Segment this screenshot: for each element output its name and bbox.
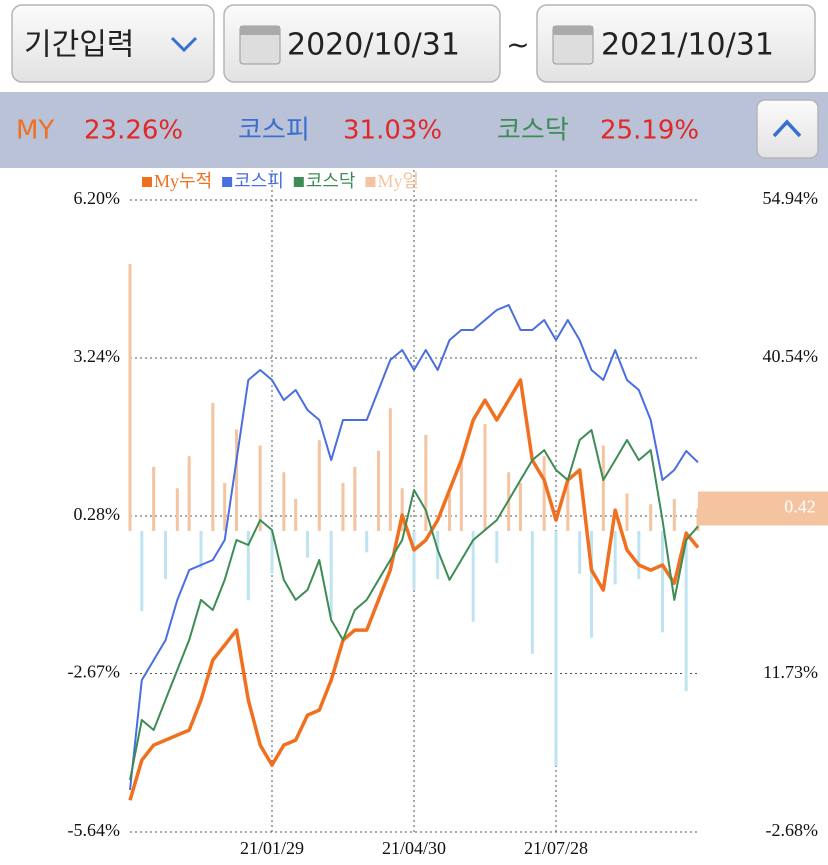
y2-tick-label: 11.73%: [763, 662, 818, 682]
calendar-icon-top: [553, 26, 593, 35]
series-line: [129, 429, 699, 781]
legend-label: 코스닥: [306, 171, 356, 191]
chart: -5.64% -2.67% 0.28% 3.24% 6.20% -2.68% 11.73% 4…: [68, 170, 828, 858]
x-tick-label: 21/04/30: [382, 838, 446, 858]
calendar-icon-top: [240, 26, 280, 35]
y2-tick-label: 54.94%: [763, 188, 819, 208]
legend-swatch: [142, 177, 152, 187]
end-date-button[interactable]: 2021/10/31: [536, 4, 816, 83]
start-date-button[interactable]: 2020/10/31: [223, 4, 501, 83]
daily-bar: [152, 466, 156, 531]
summary-name: MY: [16, 116, 54, 146]
summary-bar: [0, 92, 828, 168]
daily-bar: [175, 488, 179, 531]
x-tick-label: 21/01/29: [240, 838, 304, 858]
period-button[interactable]: 기간입력: [11, 4, 215, 83]
daily-bar: [424, 434, 428, 531]
daily-bar: [495, 530, 499, 563]
legend-label: 코스피: [234, 171, 284, 191]
summary-value: 25.19%: [600, 116, 699, 146]
daily-bar: [578, 530, 582, 574]
chevron: [170, 36, 198, 53]
y-tick-label: -2.67%: [68, 662, 121, 682]
button-bg: [756, 99, 819, 159]
daily-bar: [448, 493, 451, 531]
daily-bar: [471, 530, 475, 622]
daily-bar: [128, 264, 132, 531]
daily-bar: [637, 530, 641, 579]
y-tick-label: 3.24%: [74, 346, 121, 366]
daily-bar: [270, 530, 274, 574]
daily-bar: [554, 530, 558, 766]
date-separator: ~: [506, 28, 529, 61]
daily-bar: [246, 530, 250, 601]
legend-swatch: [222, 177, 233, 187]
summary-name: 코스닥: [497, 116, 569, 146]
daily-bar: [625, 493, 629, 531]
summary-value: 23.26%: [84, 116, 183, 146]
button-bg: [11, 4, 215, 83]
series-line: [128, 378, 700, 801]
period-label: 기간입력: [24, 28, 134, 63]
x-tick-label: 21/07/28: [524, 838, 588, 858]
daily-bar: [235, 429, 238, 531]
y-tick-label: -5.64%: [68, 820, 121, 840]
daily-bar: [661, 530, 664, 633]
daily-bar: [223, 482, 227, 531]
end-date: 2021/10/31: [601, 28, 774, 63]
daily-bar: [530, 530, 534, 654]
y2-tick-label: 40.54%: [763, 346, 819, 366]
daily-bar: [412, 530, 416, 590]
y2-tick-label: -2.68%: [766, 820, 819, 840]
daily-bar: [613, 530, 617, 585]
daily-bar: [672, 498, 676, 531]
daily-bar: [294, 498, 298, 531]
daily-bar: [377, 450, 380, 531]
daily-bar: [211, 402, 215, 531]
daily-bar: [388, 408, 392, 531]
daily-bar: [140, 530, 144, 612]
daily-bar: [601, 445, 605, 531]
daily-bar: [566, 477, 570, 531]
daily-bar: [199, 530, 203, 569]
start-date: 2020/10/31: [287, 28, 460, 63]
legend-label: My일: [378, 171, 420, 191]
summary-name: 코스피: [238, 116, 310, 146]
last-value-badge: [698, 491, 828, 526]
daily-bar: [353, 466, 357, 531]
daily-bar: [258, 445, 262, 531]
last-value-label: 0.42: [784, 497, 816, 517]
daily-bar: [590, 530, 593, 638]
legend-swatch: [365, 177, 376, 187]
daily-bar: [341, 482, 345, 531]
y-tick-label: 0.28%: [74, 504, 121, 524]
summary-value: 31.03%: [343, 116, 442, 146]
daily-bar: [459, 461, 463, 531]
daily-bar: [483, 424, 487, 531]
daily-bar: [317, 440, 321, 531]
daily-bar: [329, 530, 333, 617]
daily-bar: [400, 488, 404, 531]
button-bg: [223, 4, 501, 83]
daily-bar: [187, 456, 191, 531]
button-bg: [536, 4, 816, 83]
daily-bar: [684, 530, 688, 692]
legend-swatch: [293, 177, 304, 187]
chevron-up: [772, 119, 802, 138]
series-line: [129, 304, 699, 791]
legend-label: My누적: [154, 171, 212, 191]
daily-bar: [649, 504, 653, 531]
daily-bar: [542, 456, 546, 531]
daily-bar: [436, 530, 440, 579]
collapse-button[interactable]: [756, 99, 819, 159]
daily-bar: [282, 472, 286, 531]
daily-bar: [164, 530, 167, 579]
daily-bar: [519, 482, 522, 531]
y-tick-label: 6.20%: [74, 188, 121, 208]
daily-bar: [306, 530, 309, 558]
daily-bar: [365, 530, 369, 553]
